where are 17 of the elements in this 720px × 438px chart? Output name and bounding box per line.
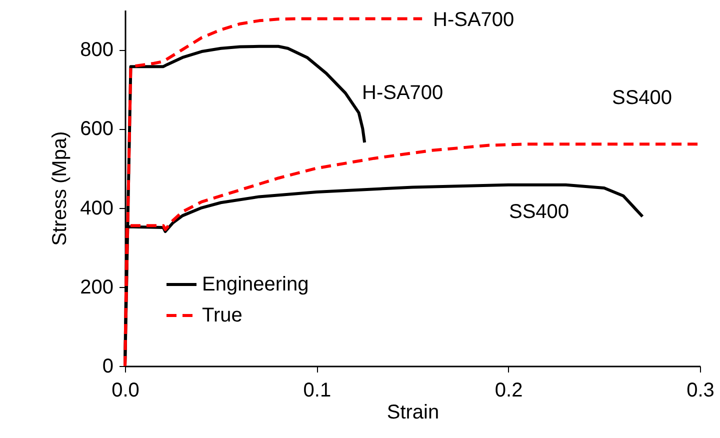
x-tick-label: 0.2 bbox=[494, 380, 523, 402]
annotation: H-SA700 bbox=[433, 9, 514, 31]
annotation: H-SA700 bbox=[362, 82, 444, 104]
y-axis-title: Stress (Mpa) bbox=[49, 131, 72, 246]
y-tick-label: 800 bbox=[80, 39, 114, 62]
x-axis-title: Strain bbox=[386, 402, 440, 424]
legend-label: True bbox=[202, 304, 242, 326]
x-tick-label: 0.1 bbox=[303, 380, 332, 402]
y-tick-label: 0 bbox=[102, 356, 114, 378]
y-tick-label: 400 bbox=[80, 197, 114, 220]
y-tick-label: 600 bbox=[80, 118, 114, 140]
x-tick-label: 0.3 bbox=[686, 380, 714, 402]
legend-label: Engineering bbox=[202, 274, 309, 296]
annotation: SS400 bbox=[509, 201, 570, 223]
annotation: SS400 bbox=[612, 87, 672, 109]
y-tick-label: 200 bbox=[80, 276, 114, 298]
x-tick-label: 0.0 bbox=[112, 380, 140, 402]
